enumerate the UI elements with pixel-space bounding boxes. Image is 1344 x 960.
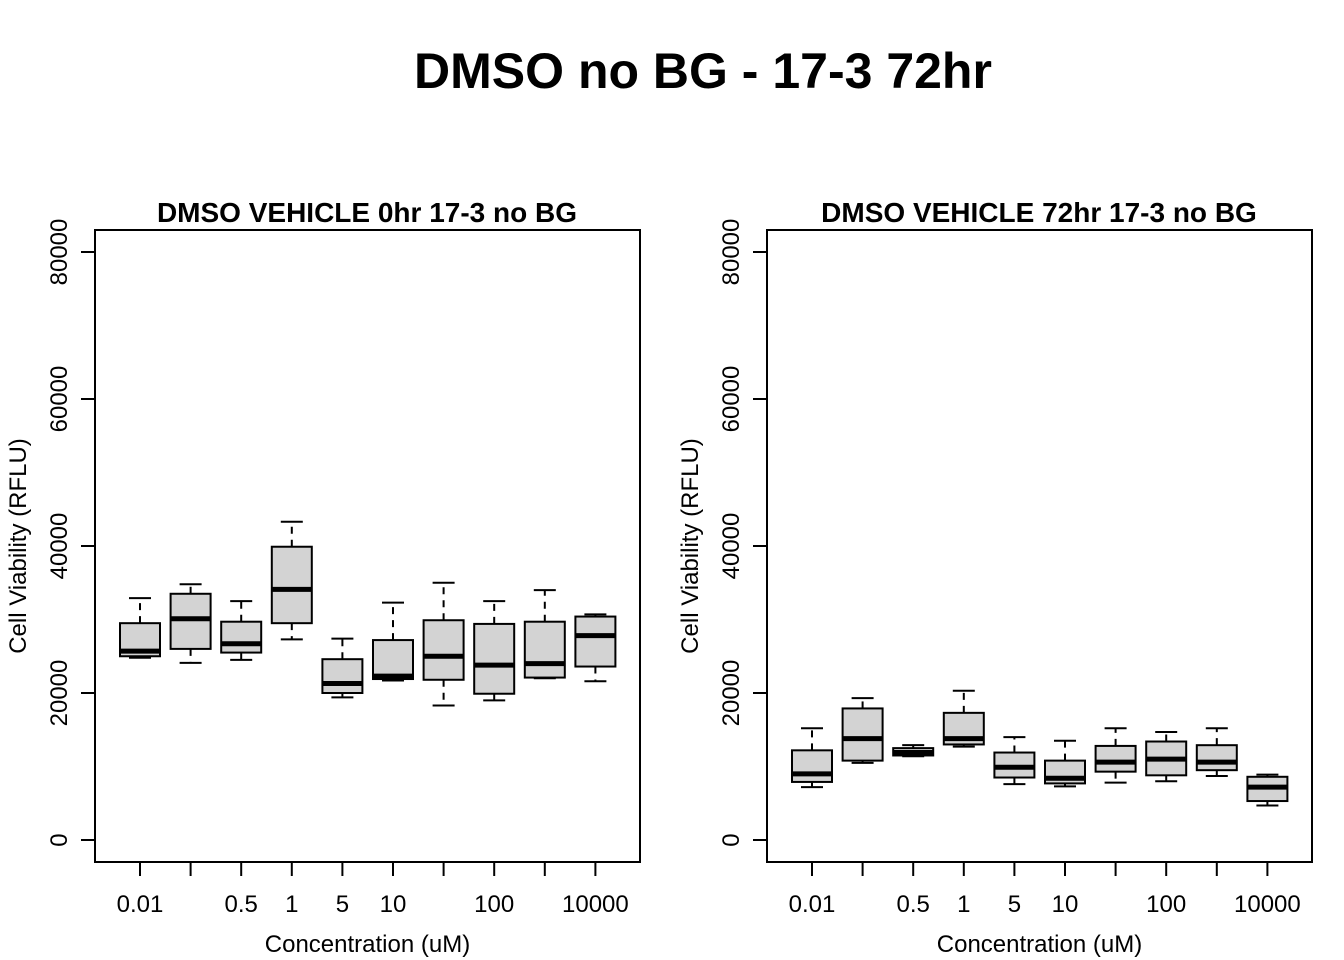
x-tick-label: 5 [1008, 891, 1021, 918]
y-axis-label: Cell Viability (RFLU) [5, 438, 32, 654]
box-body [1094, 744, 1137, 773]
x-tick-label: 10000 [562, 891, 629, 918]
y-tick-label: 60000 [718, 366, 745, 433]
x-tick-label: 5 [336, 891, 349, 918]
box-3 [942, 689, 985, 748]
x-axis: 0.01 0.5 1 5 10 100 10000 [117, 861, 629, 918]
x-tick-label: 100 [1146, 891, 1186, 918]
box-body [1195, 744, 1238, 772]
box-8 [1195, 727, 1238, 778]
box-body [321, 658, 364, 695]
x-tick-label: 1 [957, 891, 970, 918]
y-tick-label: 40000 [46, 513, 73, 580]
box-0 [119, 597, 161, 659]
y-axis: 0 20000 40000 60000 80000 [46, 219, 96, 847]
x-tick-label: 1 [285, 891, 298, 918]
box-1 [169, 583, 212, 664]
box-3 [270, 520, 313, 641]
box-6 [1094, 727, 1137, 784]
x-tick-label: 0.5 [225, 891, 258, 918]
box-1 [841, 697, 884, 764]
y-tick-label: 0 [718, 833, 745, 846]
y-tick-label: 20000 [46, 660, 73, 727]
box-7 [1145, 730, 1188, 783]
figure-title: DMSO no BG - 17-3 72hr [414, 43, 992, 99]
box-5 [372, 601, 414, 682]
panel-title: DMSO VEHICLE 72hr 17-3 no BG [821, 197, 1257, 228]
box-body [574, 615, 617, 668]
box-body [791, 749, 833, 783]
y-tick-label: 80000 [718, 219, 745, 286]
x-axis: 0.01 0.5 1 5 10 100 10000 [789, 861, 1301, 918]
box-5 [1044, 739, 1086, 788]
box-2 [220, 600, 263, 661]
y-tick-label: 40000 [718, 513, 745, 580]
box-body [169, 592, 212, 650]
y-tick-label: 60000 [46, 366, 73, 433]
x-tick-label: 10000 [1234, 891, 1301, 918]
y-axis-label: Cell Viability (RFLU) [677, 438, 704, 654]
box-body [422, 619, 465, 681]
x-tick-label: 10 [380, 891, 407, 918]
y-tick-label: 0 [46, 833, 73, 846]
box-4 [993, 736, 1036, 786]
box-body [372, 639, 414, 681]
box-8 [523, 589, 566, 680]
box-body [220, 620, 263, 654]
box-body [523, 620, 566, 679]
x-tick-label: 0.01 [117, 891, 164, 918]
box-body [270, 545, 313, 625]
y-axis: 0 20000 40000 60000 80000 [718, 219, 768, 847]
x-tick-label: 0.01 [789, 891, 836, 918]
plot-frame [94, 229, 641, 863]
box-body [841, 707, 884, 762]
x-tick-label: 10 [1052, 891, 1079, 918]
box-9 [574, 613, 617, 683]
x-tick-label: 0.5 [897, 891, 930, 918]
x-axis-label: Concentration (uM) [937, 931, 1142, 958]
y-tick-label: 20000 [718, 660, 745, 727]
box-0 [791, 727, 833, 789]
box-9 [1246, 773, 1289, 807]
panel-left: DMSO VEHICLE 0hr 17-3 no BG 0 20000 40000 60… [5, 197, 641, 958]
x-tick-label: 100 [474, 891, 514, 918]
box-2 [892, 744, 935, 758]
panel-right: DMSO VEHICLE 72hr 17-3 no BG 0 20000 40000 6… [677, 197, 1313, 958]
x-axis-label: Concentration (uM) [265, 931, 470, 958]
box-6 [422, 581, 465, 707]
box-body [473, 622, 516, 695]
box-7 [473, 600, 516, 702]
y-tick-label: 80000 [46, 219, 73, 286]
panel-title: DMSO VEHICLE 0hr 17-3 no BG [157, 197, 577, 228]
box-4 [321, 637, 364, 699]
